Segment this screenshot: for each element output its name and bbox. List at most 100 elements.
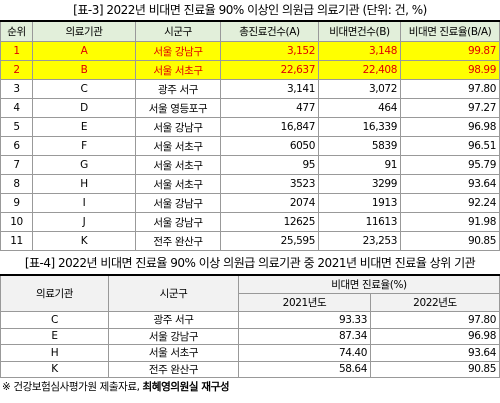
cell: 광주 서구	[108, 311, 239, 329]
cell: 11613	[318, 212, 401, 232]
cell: 8	[0, 174, 33, 194]
cell: 3	[0, 79, 33, 99]
footer: ※ 건강보험심사평가원 제출자료, 최혜영의원실 재구성	[0, 378, 500, 396]
cell: D	[32, 98, 136, 118]
cell: 477	[220, 98, 319, 118]
cell: 5839	[318, 136, 401, 156]
row: 11 K 전주 완산구 25,595 23,253 90.85	[0, 231, 500, 251]
cell: 서울 강남구	[135, 41, 221, 61]
row: H 서울 서초구 74.40 93.64	[0, 344, 500, 362]
row: 7 G 서울 서초구 95 91 95.79	[0, 155, 500, 175]
cell: 96.51	[400, 136, 500, 156]
header-cell: 비대면건수(B)	[318, 20, 401, 42]
cell: 22,408	[318, 60, 401, 80]
cell: 25,595	[220, 231, 319, 251]
cell: E	[32, 117, 136, 137]
row: E 서울 강남구 87.34 96.98	[0, 327, 500, 345]
cell: 6050	[220, 136, 319, 156]
table2: 의료기관 시군구 비대면 진료율(%) 2021년도 2022년도 C 광주 서구…	[0, 274, 500, 378]
header-row: 의료기관 시군구 비대면 진료율(%)	[0, 274, 500, 312]
row: C 광주 서구 93.33 97.80	[0, 311, 500, 329]
table1-title: [표-3] 2022년 비대면 진료율 90% 이상인 의원급 의료기관 (단위…	[73, 3, 427, 17]
cell: 90.85	[370, 360, 500, 378]
cell: 3,148	[318, 41, 401, 61]
cell: I	[32, 193, 136, 213]
row: 1 A 서울 강남구 3,152 3,148 99.87	[0, 41, 500, 61]
header-cell: 의료기관	[0, 274, 109, 312]
cell: H	[0, 344, 109, 362]
cell: G	[32, 155, 136, 175]
cell: 74.40	[238, 344, 371, 362]
cell: E	[0, 327, 109, 345]
cell: 7	[0, 155, 33, 175]
cell: 91	[318, 155, 401, 175]
cell: A	[32, 41, 136, 61]
cell: 3,141	[220, 79, 319, 99]
cell: B	[32, 60, 136, 80]
cell: 서울 서초구	[135, 174, 221, 194]
cell: 서울 강남구	[135, 117, 221, 137]
table2-title: [표-4] 2022년 비대면 진료율 90% 이상 의원급 의료기관 중 20…	[24, 256, 476, 270]
cell: 95	[220, 155, 319, 175]
cell: 87.34	[238, 327, 371, 345]
cell: 10	[0, 212, 33, 232]
cell: 전주 완산구	[108, 360, 239, 378]
header-cell: 시군구	[135, 20, 221, 42]
cell: F	[32, 136, 136, 156]
cell: 광주 서구	[135, 79, 221, 99]
row: 4 D 서울 영등포구 477 464 97.27	[0, 98, 500, 118]
cell: 97.80	[370, 311, 500, 329]
cell: 서울 서초구	[135, 60, 221, 80]
cell: 464	[318, 98, 401, 118]
cell: 2	[0, 60, 33, 80]
cell: K	[32, 231, 136, 251]
cell: 서울 강남구	[108, 327, 239, 345]
cell: 95.79	[400, 155, 500, 175]
header-row: 순위 의료기관 시군구 총진료건수(A) 비대면건수(B) 비대면 진료율(B/A)	[0, 20, 500, 42]
header-cell: 비대면 진료율(%)	[238, 274, 500, 294]
cell: 3299	[318, 174, 401, 194]
header-cell: 시군구	[108, 274, 239, 312]
cell: 91.98	[400, 212, 500, 232]
cell: C	[32, 79, 136, 99]
cell: 5	[0, 117, 33, 137]
cell: 전주 완산구	[135, 231, 221, 251]
header-cell: 총진료건수(A)	[220, 20, 319, 42]
cell: 12625	[220, 212, 319, 232]
cell: 98.99	[400, 60, 500, 80]
cell: 4	[0, 98, 33, 118]
cell: 11	[0, 231, 33, 251]
cell: C	[0, 311, 109, 329]
cell: 99.87	[400, 41, 500, 61]
cell: 93.33	[238, 311, 371, 329]
cell: 58.64	[238, 360, 371, 378]
cell: H	[32, 174, 136, 194]
cell: 1	[0, 41, 33, 61]
cell: 1913	[318, 193, 401, 213]
source-note: ※ 건강보험심사평가원 제출자료,	[2, 381, 140, 393]
cell: 3,152	[220, 41, 319, 61]
header-cell: 순위	[0, 20, 33, 42]
cell: 96.98	[370, 327, 500, 345]
cell: 96.98	[400, 117, 500, 137]
row: 3 C 광주 서구 3,141 3,072 97.80	[0, 79, 500, 99]
cell: 92.24	[400, 193, 500, 213]
cell: 6	[0, 136, 33, 156]
cell: 9	[0, 193, 33, 213]
credit: 최혜영의원실 재구성	[142, 381, 230, 393]
cell: 23,253	[318, 231, 401, 251]
cell: K	[0, 360, 109, 378]
header-cell: 비대면 진료율(B/A)	[400, 20, 500, 42]
cell: 93.64	[400, 174, 500, 194]
cell: 서울 서초구	[108, 344, 239, 362]
cell: 90.85	[400, 231, 500, 251]
cell: 3,072	[318, 79, 401, 99]
cell: 2074	[220, 193, 319, 213]
subheader-cell: 2021년도	[238, 293, 371, 312]
row: 9 I 서울 강남구 2074 1913 92.24	[0, 193, 500, 213]
row: 5 E 서울 강남구 16,847 16,339 96.98	[0, 117, 500, 137]
cell: 서울 강남구	[135, 193, 221, 213]
row: 2 B 서울 서초구 22,637 22,408 98.99	[0, 60, 500, 80]
